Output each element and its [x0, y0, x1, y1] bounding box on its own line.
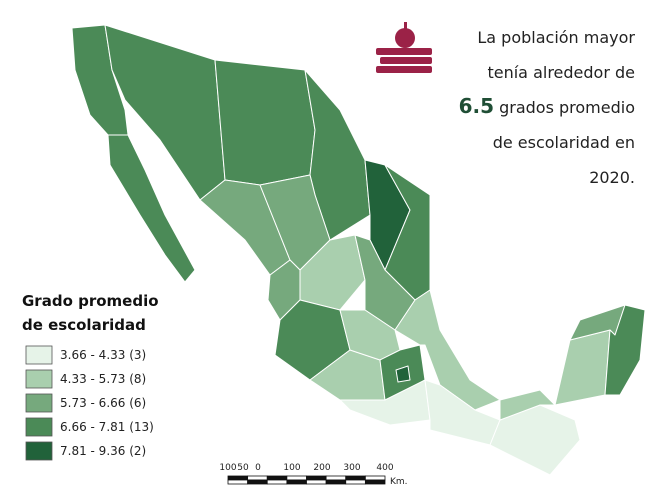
state: [395, 365, 411, 383]
headline: La población mayor tenía alrededor de 6.…: [459, 28, 636, 187]
mexico-map: [71, 24, 646, 476]
scale-segment: [325, 479, 347, 485]
legend-title: Grado promedio: [22, 292, 159, 310]
scale-unit: Km.: [390, 477, 408, 487]
state: [214, 59, 316, 186]
headline-text: grados promedio: [499, 98, 635, 117]
headline-line: La población mayor: [477, 28, 635, 47]
scale-segment: [286, 479, 307, 485]
headline-highlight: 6.5: [459, 94, 494, 118]
legend-swatch: [25, 345, 53, 365]
scale-segment: [345, 475, 366, 481]
scale-segment: [364, 479, 386, 485]
headline-line: 6.5 grados promedio: [459, 94, 635, 118]
scale-segment: [227, 475, 249, 481]
legend: Grado promedio de escolaridad 3.66 - 4.3…: [22, 292, 159, 461]
scale-label: 100: [219, 463, 236, 473]
scale-segment: [286, 475, 307, 481]
scale-segment: [345, 479, 366, 485]
scale-segment: [247, 475, 268, 481]
scale-label: 100: [283, 463, 300, 473]
legend-label: 5.73 - 6.66 (6): [60, 396, 146, 410]
state: [604, 304, 646, 396]
legend-swatch: [25, 369, 53, 389]
scale-segment: [306, 479, 327, 485]
scale-label: 50: [237, 463, 249, 473]
scale-segment: [266, 479, 288, 485]
scale-segment: [266, 475, 288, 481]
headline-line: tenía alrededor de: [487, 63, 635, 82]
headline-line: de escolaridad en: [493, 133, 635, 152]
scale-label: 400: [376, 463, 393, 473]
legend-label: 3.66 - 4.33 (3): [60, 348, 146, 362]
scale-label: 300: [343, 463, 360, 473]
headline-line: 2020.: [589, 168, 635, 187]
scale-label: 0: [255, 463, 261, 473]
state: [499, 389, 556, 421]
legend-swatch: [25, 417, 53, 437]
scale-segment: [364, 475, 386, 481]
state: [554, 329, 611, 406]
scale-label: 200: [313, 463, 330, 473]
legend-swatch: [25, 393, 53, 413]
legend-swatch: [25, 441, 53, 461]
legend-label: 7.81 - 9.36 (2): [60, 444, 146, 458]
state: [107, 134, 196, 283]
scale-segment: [325, 475, 347, 481]
scale-segment: [306, 475, 327, 481]
legend-label: 6.66 - 7.81 (13): [60, 420, 154, 434]
scale-segment: [227, 479, 249, 485]
scale-segment: [247, 479, 268, 485]
book-icon: [376, 22, 432, 73]
legend-label: 4.33 - 5.73 (8): [60, 372, 146, 386]
legend-title: de escolaridad: [22, 316, 146, 334]
